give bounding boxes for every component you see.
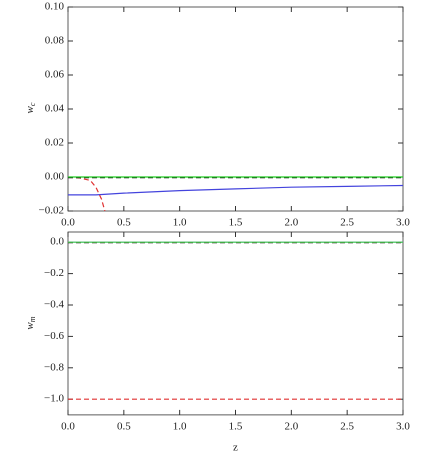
y-tick-label: −0.8: [44, 361, 64, 373]
y-axis-label-main: w: [24, 322, 36, 330]
y-tick-label: 0.04: [45, 103, 65, 115]
y-tick-label: −0.02: [39, 205, 64, 217]
y-tick-label: −1.0: [44, 393, 64, 405]
y-tick-label: −0.6: [44, 330, 64, 342]
y-axis-label-main: w: [24, 105, 36, 113]
plot-frame: [67, 231, 404, 416]
x-tick-label: 1.0: [173, 217, 187, 229]
x-tick-label: 0.0: [61, 217, 75, 229]
y-tick-label: −0.2: [44, 267, 64, 279]
x-axis-label: z: [233, 441, 238, 453]
x-tick-label: 0.5: [117, 217, 131, 229]
y-tick-label: 0.10: [45, 1, 65, 13]
series-line: [68, 184, 404, 196]
y-tick-label: −0.4: [44, 299, 64, 311]
x-tick-label: 2.5: [340, 217, 354, 229]
y-tick-label: 0.00: [45, 171, 65, 183]
x-tick-label: 1.5: [229, 420, 243, 432]
x-tick-label: 3.0: [396, 217, 410, 229]
x-tick-label: 2.5: [340, 420, 354, 432]
x-tick-label: 2.0: [284, 420, 298, 432]
y-tick-label: 0.02: [45, 137, 64, 149]
x-tick-label: 2.0: [284, 217, 298, 229]
y-axis-label-sub: m: [28, 316, 37, 322]
x-tick-label: 0.0: [61, 420, 75, 432]
x-tick-label: 1.5: [229, 217, 243, 229]
y-tick-label: 0.06: [45, 69, 65, 81]
y-axis-label-sub: c: [28, 102, 37, 106]
y-axis-label: wm: [24, 316, 37, 329]
x-tick-label: 1.0: [173, 420, 187, 432]
y-tick-label: 0.0: [50, 236, 64, 248]
x-tick-label: 3.0: [396, 420, 410, 432]
y-tick-label: 0.08: [45, 35, 65, 47]
x-tick-label: 0.5: [117, 420, 131, 432]
plot-frame: [67, 6, 404, 212]
y-axis-label: wc: [24, 102, 37, 113]
